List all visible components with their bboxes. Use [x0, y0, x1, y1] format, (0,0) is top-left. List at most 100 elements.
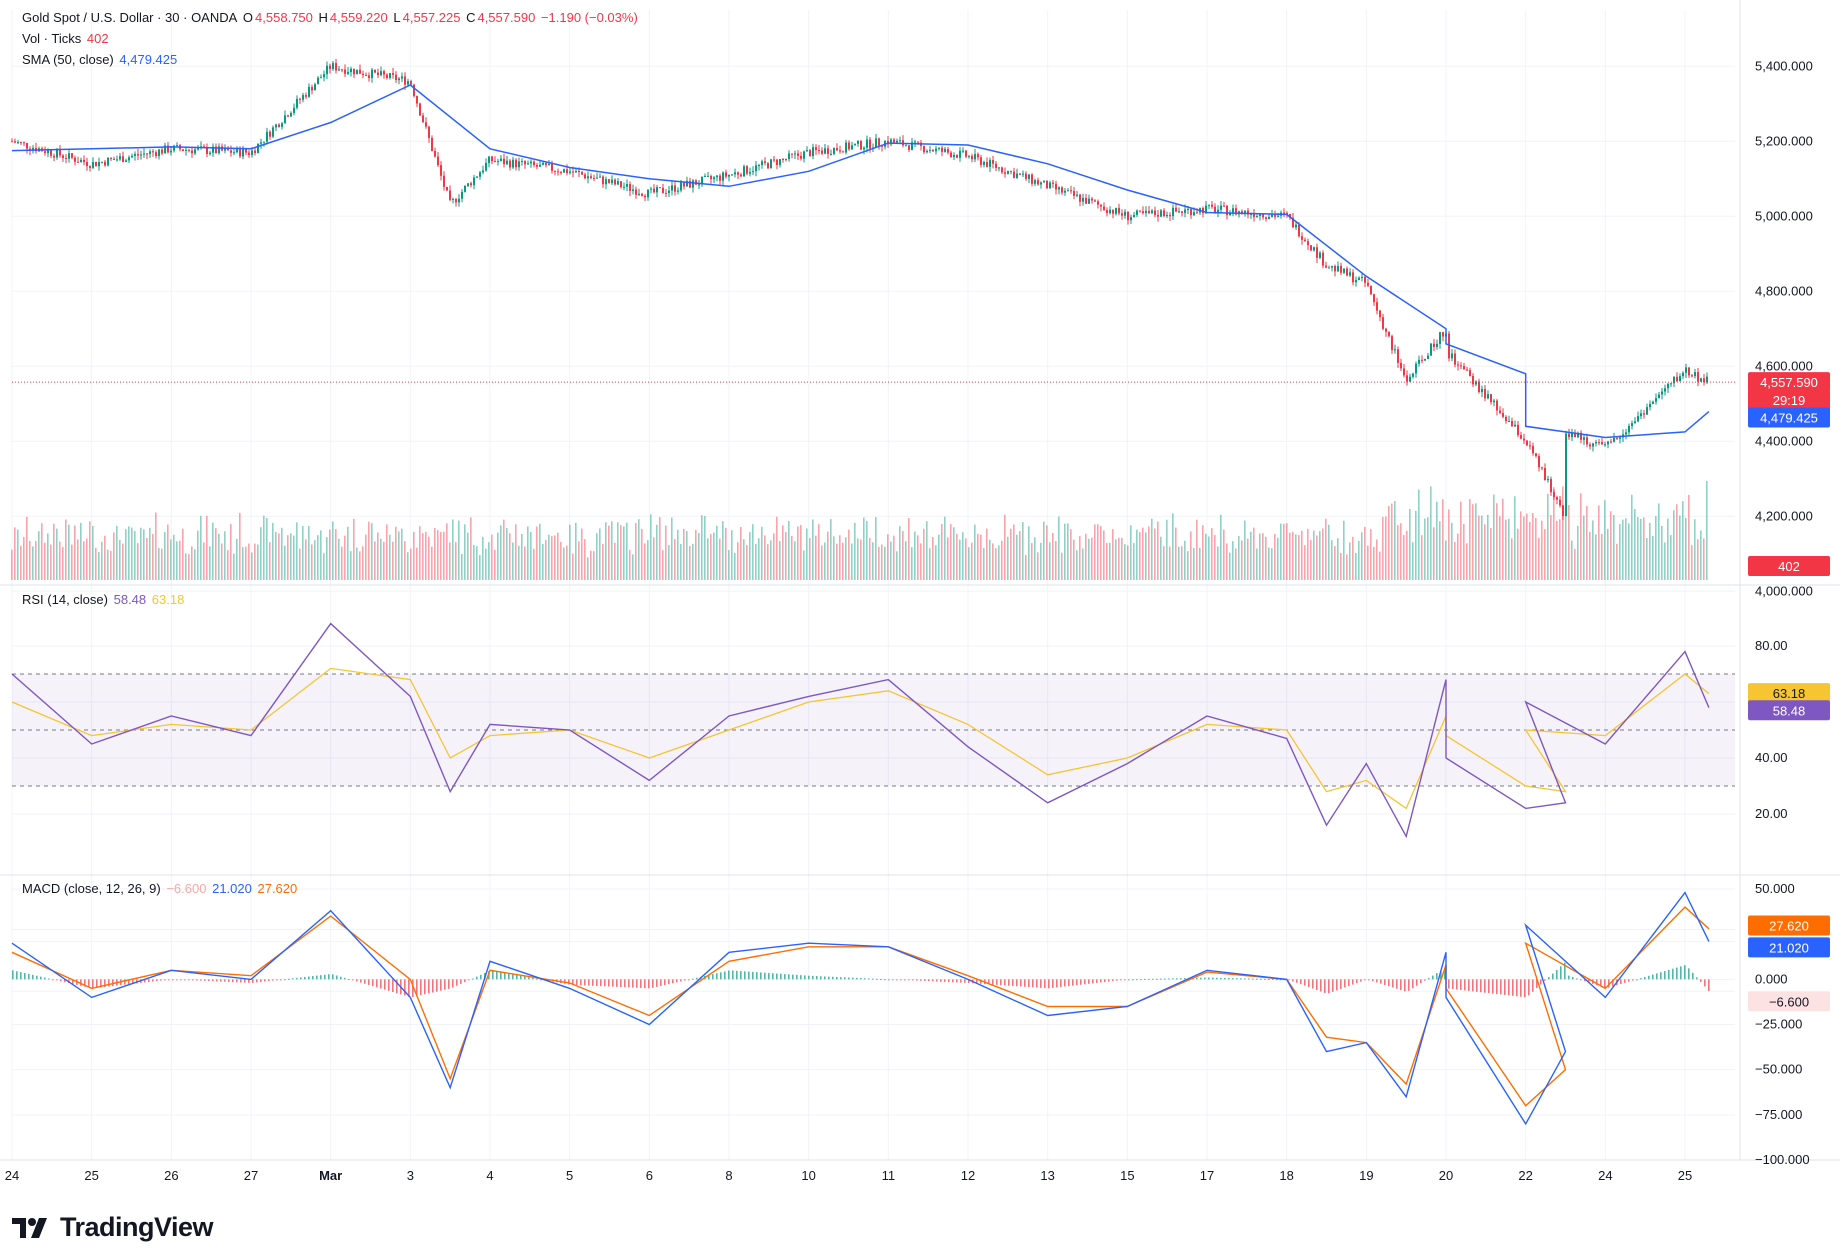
macd-histogram-bar: [324, 974, 326, 980]
candle-body: [1421, 359, 1423, 361]
candle-body: [1427, 355, 1429, 359]
candle-body: [1193, 212, 1195, 216]
candle-body: [1253, 214, 1255, 218]
volume-bar: [686, 531, 688, 580]
volume-bar: [1667, 518, 1669, 580]
macd-histogram-bar: [912, 979, 914, 981]
volume-bar: [1283, 523, 1285, 580]
macd-histogram-bar: [220, 979, 222, 982]
volume-bar: [731, 530, 733, 580]
macd-histogram-bar: [1028, 979, 1030, 988]
volume-bar: [1127, 545, 1129, 580]
candle-body: [1274, 214, 1276, 217]
candle-body: [965, 150, 967, 157]
volume-bar: [1694, 519, 1696, 580]
candle-body: [206, 147, 208, 154]
volume-bar: [146, 537, 148, 580]
macd-histogram-bar: [1484, 979, 1486, 993]
macd-legend[interactable]: MACD (close, 12, 26, 9) −6.600 21.020 27…: [22, 881, 299, 896]
volume-bar: [395, 526, 397, 580]
macd-histogram-bar: [388, 979, 390, 991]
volume-bar: [1568, 505, 1570, 580]
macd-histogram-bar: [1532, 979, 1534, 992]
macd-histogram-bar: [60, 979, 62, 982]
volume-bar: [65, 519, 67, 580]
volume-bar: [107, 549, 109, 580]
volume-bar: [1529, 522, 1531, 580]
price-axis-label: 4,200.000: [1755, 508, 1813, 523]
macd-histogram-bar: [1008, 979, 1010, 986]
candle-body: [704, 175, 706, 177]
candle-body: [1619, 437, 1621, 439]
volume-bar: [1133, 542, 1135, 580]
candle-body: [758, 165, 760, 167]
rsi-ma-badge: 63.18: [1773, 686, 1806, 701]
volume-bar: [680, 544, 682, 580]
candle-body: [116, 159, 118, 161]
volume-bar: [1250, 531, 1252, 580]
volume-bar: [1178, 546, 1180, 580]
macd-histogram-bar: [868, 978, 870, 980]
candle-body: [1304, 239, 1306, 242]
candle-body: [1328, 267, 1330, 269]
volume-bar: [542, 543, 544, 580]
candle-body: [893, 139, 895, 143]
candle-body: [1256, 216, 1258, 218]
volume-bar: [1625, 518, 1627, 580]
tradingview-brand[interactable]: TradingView: [12, 1212, 214, 1243]
macd-histogram-bar: [1172, 978, 1174, 980]
volume-legend[interactable]: Vol · Ticks 402: [22, 31, 111, 46]
candle-body: [839, 150, 841, 152]
volume-bar: [1646, 538, 1648, 580]
macd-histogram-bar: [584, 979, 586, 986]
macd-histogram-bar: [1644, 976, 1646, 980]
close-label: C: [466, 10, 476, 25]
volume-bar: [1622, 519, 1624, 580]
macd-histogram-bar: [1556, 969, 1558, 980]
rsi-legend[interactable]: RSI (14, close) 58.48 63.18: [22, 592, 186, 607]
volume-bar: [665, 525, 667, 580]
volume-bar: [809, 538, 811, 580]
volume-bar: [248, 543, 250, 580]
volume-bar: [587, 557, 589, 580]
macd-histogram-bar: [580, 979, 582, 986]
volume-bar: [92, 526, 94, 580]
volume-bar: [1631, 494, 1633, 580]
macd-histogram-bar: [380, 979, 382, 989]
volume-bar: [245, 546, 247, 580]
symbol-legend[interactable]: Gold Spot / U.S. Dollar · 30 · OANDA O 4,…: [22, 10, 640, 25]
volume-bar: [1613, 514, 1615, 580]
macd-histogram-bar: [436, 979, 438, 992]
candle-body: [926, 150, 928, 153]
macd-histogram-bar: [664, 979, 666, 986]
rsi-ma-value: 63.18: [151, 592, 185, 607]
volume-bar: [1031, 543, 1033, 580]
candle-body: [212, 146, 214, 153]
volume-bar: [440, 532, 442, 580]
volume-bar: [1559, 519, 1561, 580]
macd-histogram-bar: [1084, 979, 1086, 985]
candle-body: [158, 149, 160, 157]
macd-histogram-bar: [792, 974, 794, 980]
candle-body: [1226, 205, 1228, 216]
candle-body: [635, 189, 637, 195]
volume-bar: [182, 528, 184, 580]
volume-bar: [707, 538, 709, 580]
volume-bar: [953, 527, 955, 580]
candle-body: [197, 147, 199, 150]
volume-bar: [983, 547, 985, 580]
volume-bar: [311, 544, 313, 580]
macd-histogram-bar: [1052, 979, 1054, 988]
candle-body: [119, 156, 121, 160]
volume-bar: [737, 542, 739, 580]
macd-histogram-bar: [860, 978, 862, 980]
sma-legend[interactable]: SMA (50, close) 4,479.425: [22, 52, 179, 67]
candle-body: [662, 187, 664, 194]
candle-body: [1661, 391, 1663, 395]
volume-bar: [716, 525, 718, 580]
volume-bar: [527, 526, 529, 580]
volume-bar: [1232, 541, 1234, 580]
macd-histogram-bar: [332, 974, 334, 980]
macd-histogram-bar: [660, 979, 662, 986]
